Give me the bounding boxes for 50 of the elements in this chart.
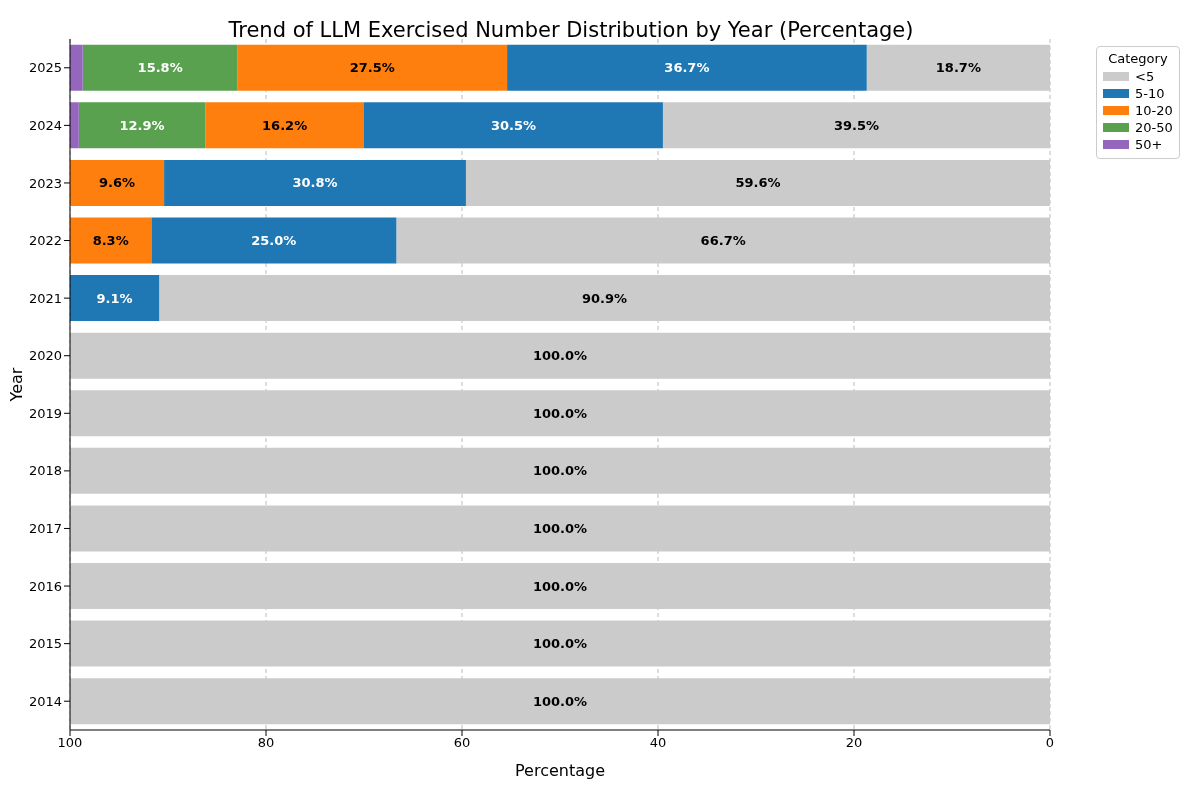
data-label: 25.0% xyxy=(251,233,297,249)
data-label: 30.5% xyxy=(490,117,536,133)
y-tick-label: 2018 xyxy=(28,463,62,479)
y-tick-label: 2021 xyxy=(28,290,62,306)
y-tick-label: 2023 xyxy=(28,175,62,191)
data-label: 9.6% xyxy=(99,175,136,191)
y-tick-label: 2016 xyxy=(28,578,62,594)
x-tick-label: 0 xyxy=(1045,735,1055,751)
y-tick-label: 2015 xyxy=(28,636,62,652)
y-axis-title: Year xyxy=(6,367,26,403)
legend-label: 50+ xyxy=(1135,137,1163,152)
data-label: 39.5% xyxy=(833,117,879,133)
x-tick-label: 80 xyxy=(257,735,275,751)
x-tick-label: 60 xyxy=(453,735,471,751)
y-tick-label: 2017 xyxy=(28,521,62,537)
y-tick-label: 2024 xyxy=(28,117,62,133)
legend-title: Category xyxy=(1107,51,1169,66)
data-label: 100.0% xyxy=(532,693,588,709)
data-label: 100.0% xyxy=(532,405,588,421)
legend-label: 5-10 xyxy=(1135,86,1165,101)
y-tick-label: 2022 xyxy=(28,233,62,249)
data-label: 90.9% xyxy=(582,290,628,306)
y-tick-label: 2025 xyxy=(28,60,62,76)
data-label: 30.8% xyxy=(292,175,338,191)
data-label: 27.5% xyxy=(349,60,395,76)
x-tick-label: 40 xyxy=(649,735,667,751)
data-label: 36.7% xyxy=(664,60,710,76)
data-label: 12.9% xyxy=(119,117,165,133)
x-tick-label: 20 xyxy=(845,735,863,751)
legend-label: 20-50 xyxy=(1135,120,1173,135)
x-axis-title: Percentage xyxy=(514,761,606,780)
data-label: 100.0% xyxy=(532,578,588,594)
chart-title: Trend of LLM Exercised Number Distribution by Year (Percentage) xyxy=(227,18,915,42)
data-label: 15.8% xyxy=(137,60,183,76)
data-label: 59.6% xyxy=(735,175,781,191)
y-tick-label: 2019 xyxy=(28,405,62,421)
data-label: 18.7% xyxy=(935,60,981,76)
legend-label: 10-20 xyxy=(1135,103,1173,118)
data-label: 16.2% xyxy=(262,117,308,133)
y-tick-label: 2020 xyxy=(28,348,62,364)
legend-label: <5 xyxy=(1135,69,1155,84)
data-label: 66.7% xyxy=(700,233,746,249)
data-label: 100.0% xyxy=(532,463,588,479)
x-tick-label: 100 xyxy=(57,735,83,751)
data-label: 100.0% xyxy=(532,520,588,536)
data-label: 100.0% xyxy=(532,348,588,364)
data-label: 8.3% xyxy=(92,233,129,249)
data-label: 9.1% xyxy=(96,290,133,306)
data-label: 100.0% xyxy=(532,636,588,652)
y-tick-label: 2014 xyxy=(28,693,62,709)
